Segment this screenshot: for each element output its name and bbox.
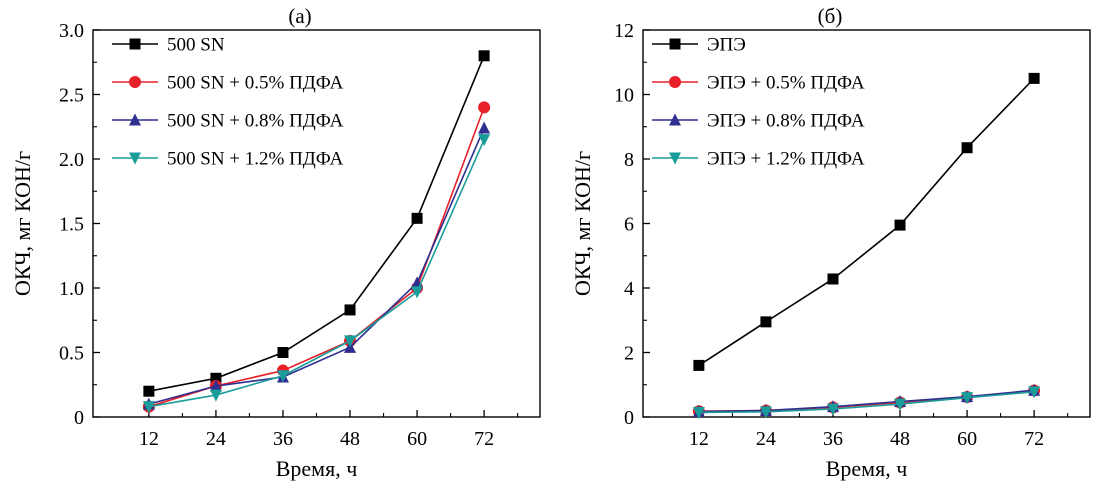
data-point [411,286,424,299]
data-point [209,389,222,402]
y-tick-label: 6 [624,214,634,236]
data-point [478,101,491,114]
y-tick-label: 12 [614,20,634,42]
x-tick-label: 48 [340,428,360,450]
x-tick-label: 48 [890,428,910,450]
data-point [760,316,772,328]
x-tick-label: 36 [273,428,293,450]
y-tick-label: 3.0 [59,20,84,42]
data-point [276,370,289,383]
series-line [148,127,485,405]
data-point [478,121,491,134]
y-tick-label: 2.5 [59,85,84,107]
data-point [143,385,155,397]
series-line [698,389,1035,413]
data-point [478,134,491,147]
legend-label: 500 SN + 0.5% ПДФА [167,73,344,94]
y-tick-label: 1.0 [59,278,84,300]
data-point [411,212,423,224]
legend-marker [129,113,141,126]
y-tick-label: 0.5 [59,343,84,365]
legend-label: ЭПЭ + 1.2% ПДФА [707,149,865,170]
y-tick-label: 10 [614,85,634,107]
panel-title: (б) [818,4,843,28]
data-point [894,398,907,411]
data-point [961,142,973,154]
x-tick-label: 72 [1024,428,1044,450]
x-tick-label: 60 [407,428,427,450]
data-point [1028,72,1040,84]
x-tick-label: 12 [139,428,159,450]
y-tick-label: 2 [624,343,634,365]
legend-marker [669,152,681,165]
data-point [1028,386,1041,399]
data-point [961,392,974,405]
data-point [344,335,357,348]
legend-marker [129,38,141,50]
x-tick-label: 12 [689,428,709,450]
y-axis-label: ОКЧ, мг КОН/г [570,151,595,296]
y-tick-label: 2.0 [59,149,84,171]
data-point [344,304,356,316]
legend-label: ЭПЭ [707,35,746,56]
legend-label: ЭПЭ + 0.5% ПДФА [707,73,865,94]
legend-label: 500 SN [167,35,225,56]
panel-a: 0 0.5 1.0 1.5 2.0 2.5 3.0 12 24 36 48 60 72 Время, ч О… [10,4,541,481]
y-tick-label: 4 [624,278,634,300]
series-line [698,77,1035,367]
y-axis-label: ОКЧ, мг КОН/г [10,151,35,296]
y-tick-label: 0 [74,407,84,429]
data-point [894,219,906,231]
x-axis-label: Время, ч [826,456,908,481]
x-tick-label: 60 [957,428,977,450]
x-tick-label: 72 [474,428,494,450]
series-line [148,139,485,408]
x-axis-label: Время, ч [276,456,358,481]
y-tick-label: 0 [624,407,634,429]
legend-marker [669,113,681,126]
y-tick-label: 1.5 [59,214,84,236]
data-point [692,406,705,419]
panel-title: (a) [288,4,311,28]
legend-marker [669,38,681,50]
x-tick-label: 24 [756,428,776,450]
legend-marker [129,152,141,165]
x-tick-label: 24 [206,428,226,450]
data-point [826,403,839,416]
data-point [210,372,222,384]
series-line [698,391,1035,414]
data-point [478,50,490,62]
data-point [209,379,222,392]
legend-label: 500 SN + 1.2% ПДФА [167,149,344,170]
legend-label: ЭПЭ + 0.8% ПДФА [707,111,865,132]
legend-label: 500 SN + 0.8% ПДФА [167,111,344,132]
y-tick-label: 8 [624,149,634,171]
x-tick-label: 36 [823,428,843,450]
legend-marker [669,76,681,88]
series-line [148,55,485,392]
data-point [277,347,289,358]
data-point [759,406,772,419]
data-point [693,359,705,371]
series-line [698,389,1035,412]
data-point [827,273,839,285]
legend-marker [129,76,141,88]
data-point [142,401,155,414]
